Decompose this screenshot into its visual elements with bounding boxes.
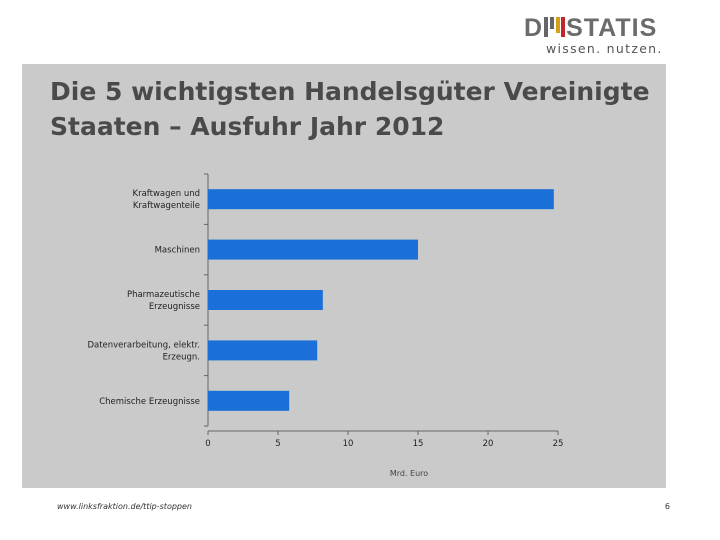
bar [208, 340, 318, 361]
x-axis-label: Mrd. Euro [390, 469, 428, 478]
x-tick-label: 0 [205, 439, 210, 449]
category-label-line: Chemische Erzeugnisse [99, 397, 200, 407]
bar [208, 390, 290, 411]
destatis-logo: D STATIS wissen. nutzen. [524, 14, 664, 58]
category-label-line: Erzeugn. [163, 352, 200, 362]
slide-panel: Die 5 wichtigsten Handelsgüter Vereinigt… [22, 64, 666, 488]
category-label: Kraftwagen und Kraftwagenteile [133, 189, 201, 211]
chart-title-line1: Die 5 wichtigsten Handelsgüter Vereinigt… [50, 77, 650, 106]
x-tick-label: 15 [413, 439, 424, 449]
page-number: 6 [664, 502, 670, 511]
logo-letter-d: D [524, 14, 544, 42]
chart-title: Die 5 wichtigsten Handelsgüter Vereinigt… [50, 74, 650, 144]
logo-tagline: wissen. nutzen. [546, 41, 663, 56]
category-label-line: Kraftwagenteile [133, 201, 200, 211]
bar [208, 189, 554, 210]
chart-title-line2: Staaten – Ausfuhr Jahr 2012 [50, 112, 445, 141]
category-label-line: Maschinen [155, 246, 200, 256]
x-tick-label: 5 [275, 439, 280, 449]
category-label-line: Datenverarbeitung, elektr. [87, 340, 200, 350]
category-label: Pharmazeutische Erzeugnisse [127, 290, 200, 312]
logo-statis: STATIS [566, 14, 658, 42]
x-tick-label: 20 [483, 439, 494, 449]
category-label: Chemische Erzeugnisse [99, 397, 200, 407]
x-tick-label: 10 [343, 439, 354, 449]
logo-bars-icon [544, 17, 566, 37]
x-tick-label: 25 [553, 439, 564, 449]
footer-url[interactable]: www.linksfraktion.de/ttip-stoppen [57, 502, 192, 511]
category-label-line: Pharmazeutische [127, 290, 200, 300]
bar [208, 290, 323, 310]
bar [208, 239, 418, 260]
category-label: Maschinen [155, 246, 200, 256]
logo-wordmark: D STATIS [524, 14, 657, 43]
category-label-line: Kraftwagen und [133, 189, 201, 199]
category-label-line: Erzeugnisse [149, 302, 200, 312]
category-label: Datenverarbeitung, elektr. Erzeugn. [87, 340, 200, 362]
bar-chart: Kraftwagen und Kraftwagenteile Maschinen Ph… [87, 173, 564, 478]
